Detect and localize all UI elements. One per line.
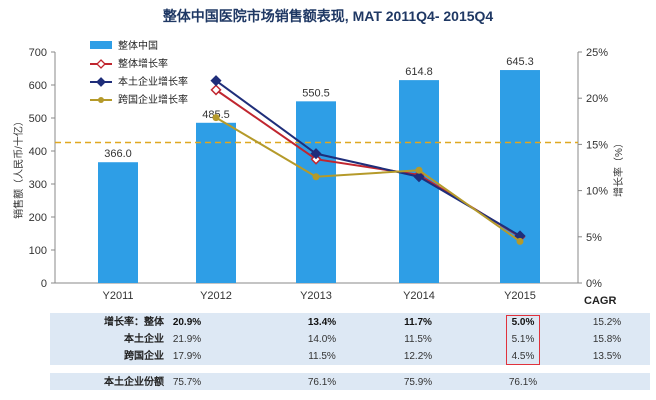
legend-marker <box>96 77 106 87</box>
y-axis-right-label: 增长率（%） <box>612 138 625 197</box>
legend-swatch-bars <box>90 41 112 49</box>
table-band-share <box>50 373 650 390</box>
overall-growth-line <box>215 89 521 238</box>
mnc-growth-point <box>516 237 524 245</box>
bar-value-label: 550.5 <box>302 87 330 99</box>
table-cell: 21.9% <box>172 334 202 345</box>
table-cagr-cell: 15.8% <box>592 334 622 345</box>
legend-label: 整体中国 <box>118 39 158 52</box>
bar-value-label: 614.8 <box>405 66 433 78</box>
table-cell: 11.5% <box>308 351 336 362</box>
table-cagr-cell: 13.5% <box>592 351 622 362</box>
legend-label: 整体增长率 <box>118 57 168 70</box>
table-row-label: 本土企业 <box>124 334 164 345</box>
local-growth-point <box>310 148 322 160</box>
y-axis-left-label: 销售额（人民币/十亿） <box>12 116 25 219</box>
legend-marker <box>96 59 106 69</box>
right-tick-label: 20% <box>586 93 608 105</box>
highlight-box <box>506 315 540 365</box>
bar-y2012 <box>196 122 236 283</box>
mnc-growth-point <box>312 173 320 181</box>
table-cell: 4.5% <box>511 351 535 362</box>
left-tick-label: 100 <box>29 245 47 257</box>
x-tick-label: Y2012 <box>200 290 232 300</box>
table-cell: 13.4% <box>307 317 337 328</box>
table-row: 增长率：整体 20.9% 13.4% 11.7% 5.0% 15.2% <box>0 315 656 331</box>
right-tick-label: 15% <box>586 139 608 151</box>
table-cell: 14.0% <box>307 334 337 345</box>
table-cell: 11.7% <box>404 317 432 328</box>
left-tick-label: 200 <box>29 212 47 224</box>
legend-marker <box>98 97 104 103</box>
table-cell: 20.9% <box>172 317 202 328</box>
table-cell: 5.1% <box>511 334 535 345</box>
table-cagr-cell: 15.2% <box>592 317 622 328</box>
table-row-label: 增长率：整体 <box>104 317 164 328</box>
table-row: 本土企业份额 75.7% 76.1% 75.9% 76.1% <box>0 375 656 391</box>
table-cell: 17.9% <box>172 351 202 362</box>
legend-label: 跨国企业增长率 <box>118 93 188 106</box>
right-tick-label: 0% <box>586 278 602 290</box>
table-cell: 75.9% <box>403 377 433 388</box>
x-tick-label: Y2015 <box>504 290 536 300</box>
bar-y2013 <box>296 101 336 284</box>
table-row-label: 跨国企业 <box>124 351 164 362</box>
right-tick-label: 5% <box>586 232 602 244</box>
bar-y2011 <box>98 162 138 283</box>
table-cell: 76.1% <box>307 377 337 388</box>
local-growth-point <box>210 75 222 87</box>
table-cell: 5.0% <box>511 317 535 328</box>
bar-value-label: 645.3 <box>506 56 534 68</box>
mnc-growth-point <box>212 114 220 122</box>
chart-title: 整体中国医院市场销售额表现, MAT 2011Q4- 2015Q4 <box>162 8 494 24</box>
mnc-growth-line <box>215 116 521 243</box>
x-tick-label: Y2011 <box>103 290 134 300</box>
bar-value-label: 366.0 <box>104 148 132 160</box>
cagr-header: CAGR <box>584 295 617 307</box>
table-row: 本土企业 21.9% 14.0% 11.5% 5.1% 15.8% <box>0 332 656 348</box>
right-tick-label: 10% <box>586 186 608 198</box>
left-tick-label: 700 <box>29 47 47 59</box>
table-cell: 11.5% <box>404 334 432 345</box>
overall-growth-point <box>210 84 222 96</box>
table-row: 跨国企业 17.9% 11.5% 12.2% 4.5% 13.5% <box>0 349 656 365</box>
table-band-growth <box>50 313 650 365</box>
right-tick-label: 25% <box>586 47 608 59</box>
left-tick-label: 300 <box>29 179 47 191</box>
x-tick-label: Y2014 <box>403 290 435 300</box>
legend-label: 本土企业增长率 <box>118 75 188 88</box>
mnc-growth-point <box>415 166 423 174</box>
left-tick-label: 500 <box>29 113 47 125</box>
local-growth-line <box>215 79 521 237</box>
table-cell: 75.7% <box>172 377 202 388</box>
table-row-label: 本土企业份额 <box>104 377 164 388</box>
table-cell: 76.1% <box>508 377 538 388</box>
left-tick-label: 400 <box>29 146 47 158</box>
bar-y2015 <box>500 70 540 284</box>
local-growth-point <box>413 171 425 183</box>
left-tick-label: 0 <box>41 278 47 290</box>
table-cell: 12.2% <box>403 351 433 362</box>
chart-canvas: 0 100 200 300 400 500 600 700 0% 5% 10% 15% 20% 25% 销售… <box>12 39 625 300</box>
x-tick-label: Y2013 <box>300 290 332 300</box>
left-tick-label: 600 <box>29 80 47 92</box>
